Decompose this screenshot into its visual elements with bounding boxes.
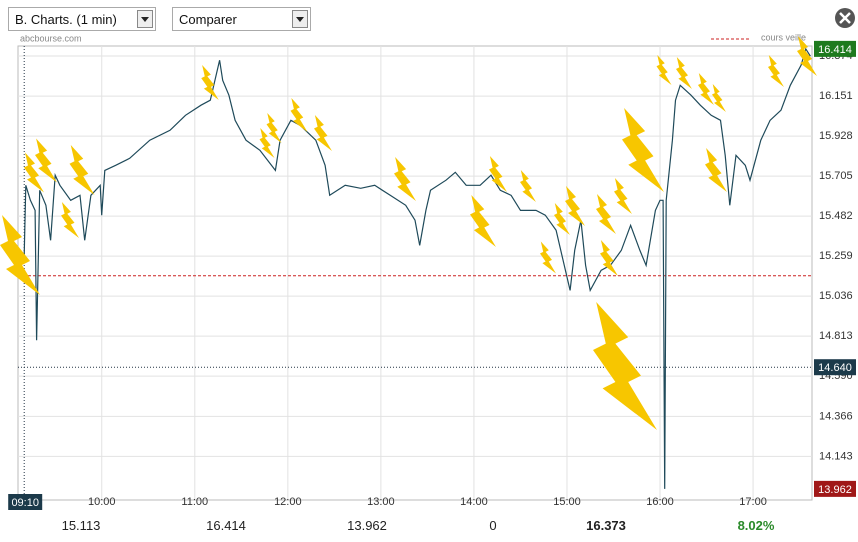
x-tick-label: 14:00 bbox=[460, 496, 488, 508]
bolt bbox=[656, 55, 672, 85]
bolt bbox=[596, 194, 616, 234]
stat-low: 13.962 bbox=[347, 518, 387, 533]
source: abcbourse.com bbox=[20, 33, 82, 43]
compare-text: Comparer bbox=[179, 12, 237, 27]
bolt bbox=[61, 202, 79, 238]
y-tick-label: 14.366 bbox=[819, 410, 853, 422]
bolt bbox=[290, 98, 308, 132]
bolt bbox=[768, 55, 784, 87]
stat-high: 16.414 bbox=[206, 518, 246, 533]
bolt bbox=[705, 148, 727, 192]
legend-label: cours veille bbox=[761, 32, 806, 42]
price-marker-box bbox=[814, 40, 856, 57]
y-tick-label: 15.036 bbox=[819, 290, 853, 302]
bolt bbox=[201, 65, 219, 100]
x-tick-label: 15:00 bbox=[553, 496, 581, 508]
y-tick-label: 14.813 bbox=[819, 330, 853, 342]
x-tick-label: 10:00 bbox=[88, 496, 116, 508]
plot-frame bbox=[17, 45, 813, 501]
crosshair-x-label: 09:10 bbox=[11, 497, 39, 509]
bolt bbox=[314, 115, 332, 151]
y-tick-label: 15.928 bbox=[819, 130, 853, 142]
y-tick-label: 15.482 bbox=[819, 210, 853, 222]
x-tick-label: 11:00 bbox=[181, 496, 208, 508]
bolt bbox=[0, 215, 40, 295]
stat-open: 15.113 bbox=[61, 518, 101, 533]
x-tick-label: 17:00 bbox=[739, 496, 767, 508]
y-tick-label: 16.151 bbox=[819, 90, 853, 102]
bolt bbox=[394, 157, 416, 201]
overlay-layer: 16.414 13.962 14.640 09:10 bbox=[8, 40, 856, 510]
compare-select[interactable]: Comparer bbox=[172, 7, 311, 31]
stat-last: 16.373 bbox=[586, 518, 626, 533]
period-select[interactable]: B. Charts. (1 min) bbox=[8, 7, 156, 31]
bolt bbox=[540, 241, 556, 274]
bolt bbox=[520, 170, 536, 202]
crosshair-y-box bbox=[814, 359, 856, 376]
price-marker-box bbox=[814, 480, 856, 497]
bolt bbox=[676, 57, 692, 89]
bolt bbox=[565, 186, 585, 226]
dropdown-arrow[interactable] bbox=[292, 10, 308, 28]
bolt bbox=[266, 113, 282, 143]
price-marker-label: 13.962 bbox=[818, 484, 852, 496]
crosshair-y-label: 14.640 bbox=[818, 362, 852, 374]
price-marker-label: 16.414 bbox=[818, 44, 852, 56]
stat-volume: 0 bbox=[489, 518, 497, 533]
y-tick-label: 15.259 bbox=[819, 250, 853, 262]
bolt bbox=[622, 108, 664, 192]
period-text: B. Charts. (1 min) bbox=[15, 12, 117, 27]
y-tick-label: 15.705 bbox=[819, 170, 853, 182]
chart: abcbourse.com 14.14314.36614.59014.81315… bbox=[0, 8, 856, 510]
bolt bbox=[69, 145, 95, 195]
x-tick-label: 12:00 bbox=[274, 496, 302, 508]
bolt bbox=[698, 73, 714, 105]
stat-change: 8.02% bbox=[737, 518, 775, 533]
bolt bbox=[593, 302, 657, 430]
dropdown-arrow[interactable] bbox=[137, 10, 153, 28]
y-tick-label: 14.143 bbox=[819, 450, 853, 462]
plot-layer: 14.14314.36614.59014.81315.03615.25915.4… bbox=[18, 32, 853, 508]
x-tick-label: 13:00 bbox=[367, 496, 395, 508]
x-tick-label: 16:00 bbox=[646, 496, 674, 508]
price-line bbox=[23, 47, 811, 489]
bolt bbox=[614, 178, 632, 214]
close-icon bbox=[839, 12, 851, 24]
crosshair-x-box bbox=[8, 494, 43, 510]
bolt bbox=[712, 84, 726, 112]
decorations bbox=[0, 36, 817, 430]
